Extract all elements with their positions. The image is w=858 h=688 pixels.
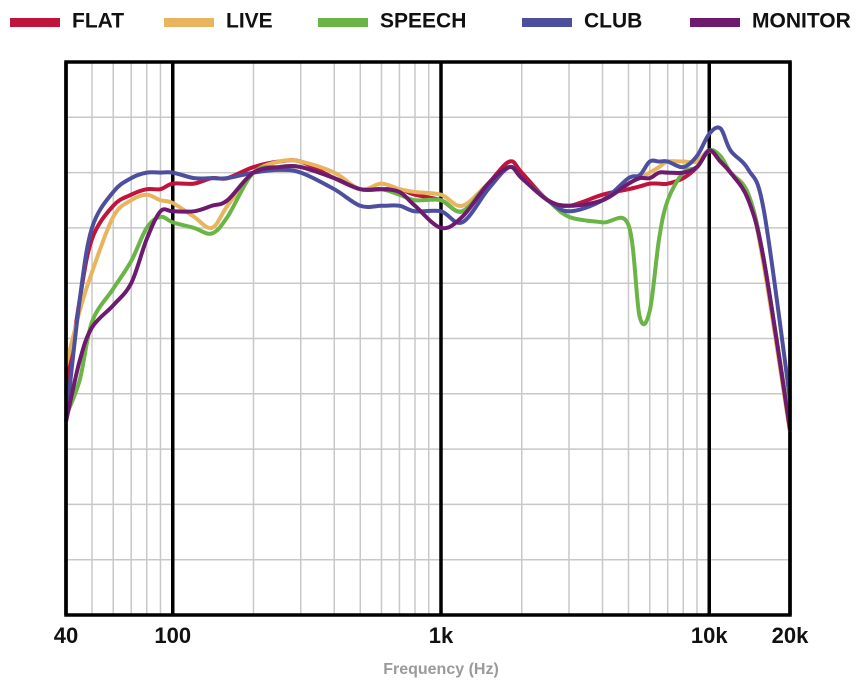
series-line bbox=[64, 125, 792, 422]
x-tick-label: 1k bbox=[429, 623, 454, 648]
x-tick-label: 20k bbox=[772, 623, 809, 648]
series-line bbox=[64, 148, 792, 433]
x-axis-title: Frequency (Hz) bbox=[383, 661, 499, 678]
legend-swatch bbox=[164, 18, 214, 27]
legend-swatch bbox=[318, 18, 368, 27]
x-tick-label: 40 bbox=[54, 623, 78, 648]
legend-swatch bbox=[690, 18, 740, 27]
legend-swatch bbox=[522, 18, 572, 27]
plot-frame bbox=[64, 60, 792, 617]
legend-label: FLAT bbox=[72, 10, 124, 33]
series-line bbox=[64, 148, 792, 431]
legend-label: LIVE bbox=[226, 10, 273, 33]
legend-swatch bbox=[10, 18, 60, 27]
x-tick-label: 10k bbox=[691, 623, 728, 648]
x-tick-label: 100 bbox=[154, 623, 191, 648]
legend-label: SPEECH bbox=[380, 10, 466, 33]
legend-label: CLUB bbox=[584, 10, 642, 33]
legend-label: MONITOR bbox=[752, 10, 851, 33]
